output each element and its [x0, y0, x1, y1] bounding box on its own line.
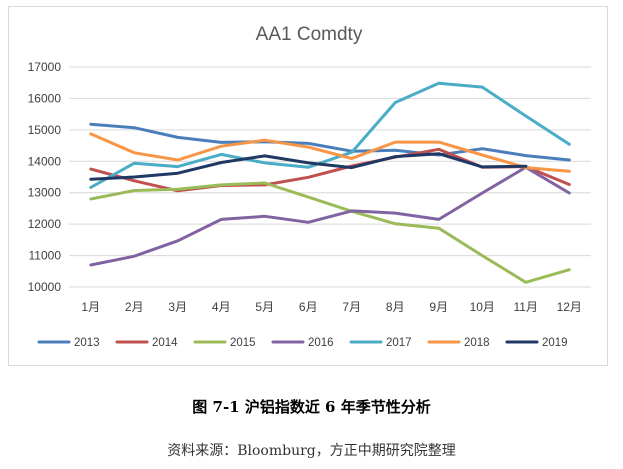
- x-tick-label: 12月: [557, 300, 582, 314]
- x-tick-label: 10月: [470, 300, 495, 314]
- legend-label: 2019: [542, 337, 568, 349]
- legend-item-2014: 2014: [115, 337, 178, 349]
- series-line-2016: [89, 165, 571, 267]
- legend-item-2017: 2017: [349, 337, 412, 349]
- y-tick-label: 17000: [28, 60, 62, 74]
- x-tick-label: 9月: [429, 300, 448, 314]
- x-tick-label: 5月: [255, 300, 274, 314]
- x-tick-label: 8月: [386, 300, 405, 314]
- legend-item-2013: 2013: [37, 337, 100, 349]
- series-lines: [89, 81, 571, 284]
- series-line-2015: [89, 181, 571, 284]
- x-tick-label: 4月: [212, 300, 231, 314]
- x-axis: 1月 2月 3月 4月 5月 6月 7月 8月 9月 10月 11月 12月: [81, 300, 582, 314]
- legend-label: 2014: [152, 337, 178, 349]
- legend-label: 2017: [386, 337, 412, 349]
- x-tick-label: 2月: [125, 300, 144, 314]
- legend: 2013 2014 2015 2016 2017 2018 2019: [37, 337, 568, 349]
- legend-label: 2015: [230, 337, 256, 349]
- y-axis: 10000 11000 12000 13000 14000 15000 16000 17000: [28, 60, 62, 294]
- x-tick-label: 1月: [81, 300, 100, 314]
- x-tick-label: 7月: [342, 300, 361, 314]
- chart-title: AA1 Comdty: [256, 24, 363, 45]
- legend-item-2019: 2019: [505, 337, 568, 349]
- legend-item-2018: 2018: [427, 337, 490, 349]
- legend-item-2016: 2016: [271, 337, 334, 349]
- figure-caption: 图 7-1 沪铝指数近 6 年季节性分析: [192, 398, 431, 416]
- y-tick-label: 12000: [28, 217, 62, 231]
- y-tick-label: 16000: [28, 91, 62, 105]
- series-line-2013: [89, 122, 571, 162]
- y-tick-label: 15000: [28, 123, 62, 137]
- chart-container: AA1 Comdty 10000 11000 12000 13000 14000 1500…: [8, 6, 608, 366]
- legend-label: 2016: [308, 337, 334, 349]
- y-tick-label: 10000: [28, 280, 62, 294]
- legend-item-2015: 2015: [193, 337, 256, 349]
- y-tick-label: 11000: [29, 249, 62, 263]
- y-tick-label: 14000: [28, 154, 62, 168]
- x-tick-label: 6月: [299, 300, 318, 314]
- source-note: 资料来源：Bloomburg，方正中期研究院整理: [167, 443, 456, 459]
- legend-label: 2018: [464, 337, 490, 349]
- x-tick-label: 11月: [514, 300, 538, 314]
- y-tick-label: 13000: [28, 186, 62, 200]
- series-line-2019: [89, 152, 528, 181]
- series-line-2018: [89, 132, 571, 173]
- x-tick-label: 3月: [168, 300, 187, 314]
- series-line-2017: [89, 81, 571, 189]
- line-chart: AA1 Comdty 10000 11000 12000 13000 14000 1500…: [28, 24, 591, 349]
- legend-label: 2013: [74, 337, 100, 349]
